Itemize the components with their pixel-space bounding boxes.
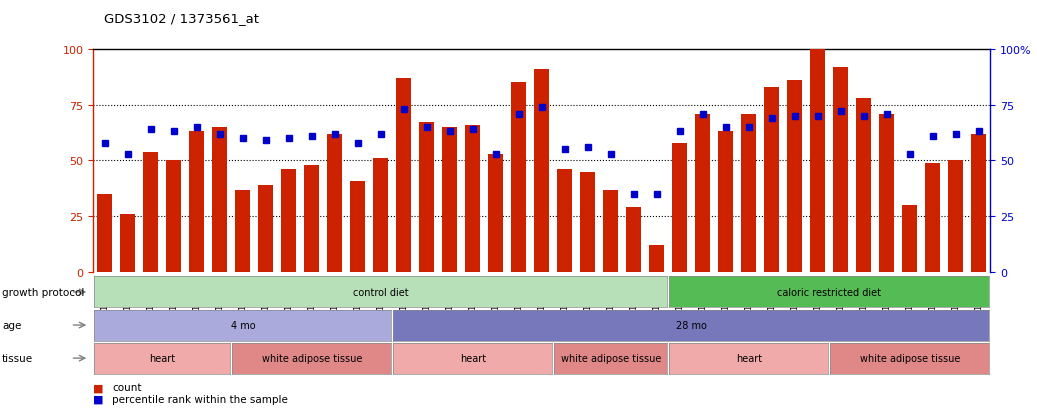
Text: white adipose tissue: white adipose tissue — [261, 353, 362, 363]
Text: 4 mo: 4 mo — [230, 320, 255, 330]
Bar — [787, 81, 803, 273]
Bar — [373, 159, 388, 273]
Bar — [626, 208, 641, 273]
Text: heart: heart — [736, 353, 762, 363]
Bar — [190, 132, 204, 273]
Bar — [810, 50, 825, 273]
Bar — [581, 172, 595, 273]
Text: growth protocol: growth protocol — [2, 287, 84, 297]
Text: ■: ■ — [93, 382, 104, 392]
Bar — [741, 114, 756, 273]
Bar — [696, 114, 710, 273]
Text: white adipose tissue: white adipose tissue — [561, 353, 661, 363]
Bar — [258, 185, 274, 273]
Bar — [511, 83, 527, 273]
Bar — [719, 132, 733, 273]
Bar — [949, 161, 963, 273]
Text: caloric restricted diet: caloric restricted diet — [778, 287, 881, 297]
Bar — [902, 206, 918, 273]
Bar — [466, 126, 480, 273]
Text: count: count — [112, 382, 141, 392]
Text: heart: heart — [149, 353, 175, 363]
Bar — [488, 154, 503, 273]
Text: control diet: control diet — [353, 287, 409, 297]
Bar — [419, 123, 435, 273]
Bar — [925, 163, 941, 273]
Bar — [120, 215, 135, 273]
Bar — [235, 190, 250, 273]
Text: percentile rank within the sample: percentile rank within the sample — [112, 394, 288, 404]
Bar — [328, 134, 342, 273]
Bar — [834, 67, 848, 273]
Bar — [396, 78, 412, 273]
Bar — [534, 70, 550, 273]
Text: heart: heart — [459, 353, 486, 363]
Bar — [166, 161, 181, 273]
Text: GDS3102 / 1373561_at: GDS3102 / 1373561_at — [104, 12, 258, 25]
Text: white adipose tissue: white adipose tissue — [860, 353, 960, 363]
Text: age: age — [2, 320, 22, 330]
Text: 28 mo: 28 mo — [676, 320, 707, 330]
Bar — [672, 143, 688, 273]
Bar — [97, 195, 112, 273]
Bar — [604, 190, 618, 273]
Bar — [443, 128, 457, 273]
Bar — [351, 181, 365, 273]
Bar — [972, 134, 986, 273]
Bar — [143, 152, 159, 273]
Text: tissue: tissue — [2, 353, 33, 363]
Bar — [764, 88, 780, 273]
Bar — [857, 99, 871, 273]
Text: ■: ■ — [93, 394, 104, 404]
Bar — [879, 114, 894, 273]
Bar — [281, 170, 297, 273]
Bar — [304, 166, 319, 273]
Bar — [557, 170, 572, 273]
Bar — [649, 246, 665, 273]
Bar — [213, 128, 227, 273]
